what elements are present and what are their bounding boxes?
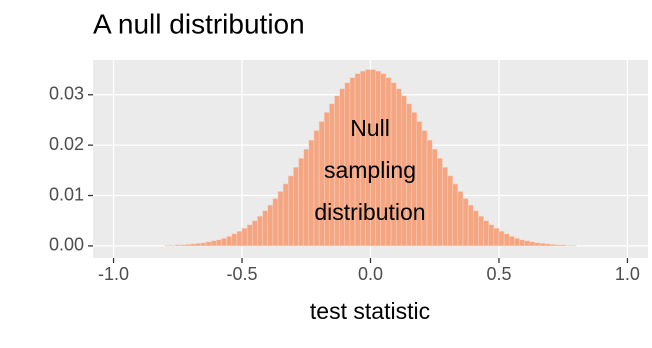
- bar: [241, 228, 248, 247]
- bar: [488, 224, 495, 247]
- bar: [262, 210, 268, 247]
- y-tick-label: 0.03: [49, 84, 84, 104]
- bar: [570, 245, 577, 247]
- bar: [169, 245, 176, 247]
- bar: [190, 243, 197, 247]
- bar: [437, 157, 443, 247]
- bar: [282, 183, 289, 247]
- bar: [195, 243, 202, 247]
- bar: [534, 242, 541, 247]
- bar: [210, 240, 217, 247]
- bar: [447, 175, 453, 247]
- bar: [303, 148, 310, 247]
- bar: [293, 167, 299, 247]
- bar: [185, 244, 191, 247]
- bar: [493, 228, 500, 247]
- bar: [560, 244, 567, 247]
- bar: [267, 204, 274, 247]
- bar: [565, 245, 572, 247]
- bar: [555, 244, 561, 247]
- chart-title: A null distribution: [93, 8, 305, 39]
- bar: [550, 244, 556, 247]
- bar: [205, 241, 212, 247]
- annotation: Null: [350, 115, 390, 141]
- bar: [519, 239, 525, 247]
- bar: [231, 233, 238, 247]
- bar: [539, 243, 546, 247]
- bar: [467, 204, 474, 247]
- bar: [216, 239, 222, 247]
- x-tick-label: -0.5: [227, 264, 258, 284]
- bar: [298, 157, 304, 247]
- bar: [318, 121, 325, 247]
- x-axis-title: test statistic: [310, 298, 430, 324]
- bar: [200, 242, 207, 247]
- bar: [288, 175, 294, 247]
- bar: [503, 233, 510, 247]
- bar: [457, 191, 464, 247]
- bar: [498, 231, 505, 247]
- bar: [452, 183, 459, 247]
- bar: [544, 243, 551, 247]
- bar: [252, 220, 258, 247]
- bar: [174, 244, 181, 247]
- bar: [462, 198, 469, 247]
- bar: [431, 148, 438, 247]
- bar: [277, 191, 284, 247]
- bar: [509, 236, 515, 247]
- bar: [478, 215, 484, 247]
- bar: [308, 139, 315, 247]
- annotation: sampling: [324, 157, 416, 183]
- bar: [226, 236, 233, 247]
- bar: [483, 220, 489, 247]
- bar: [236, 231, 243, 247]
- bar: [221, 238, 227, 247]
- bar: [442, 167, 448, 247]
- bar: [180, 244, 186, 247]
- bar: [416, 121, 423, 247]
- bar: [514, 238, 520, 247]
- bar: [164, 245, 171, 247]
- x-tick-label: 0.5: [486, 264, 511, 284]
- x-tick-label: 0.0: [358, 264, 383, 284]
- bar: [313, 130, 320, 247]
- bar: [246, 224, 253, 247]
- bar: [421, 130, 428, 247]
- x-tick-label: 1.0: [615, 264, 640, 284]
- bar: [524, 240, 531, 247]
- y-tick-label: 0.02: [49, 134, 84, 154]
- bar: [257, 215, 263, 247]
- bar: [529, 241, 536, 247]
- y-tick-label: 0.01: [49, 184, 84, 204]
- annotation: distribution: [314, 199, 425, 225]
- y-tick-label: 0.00: [49, 235, 84, 255]
- bar: [473, 210, 479, 247]
- x-tick-label: -1.0: [98, 264, 129, 284]
- bar: [426, 139, 433, 247]
- bar: [272, 198, 279, 247]
